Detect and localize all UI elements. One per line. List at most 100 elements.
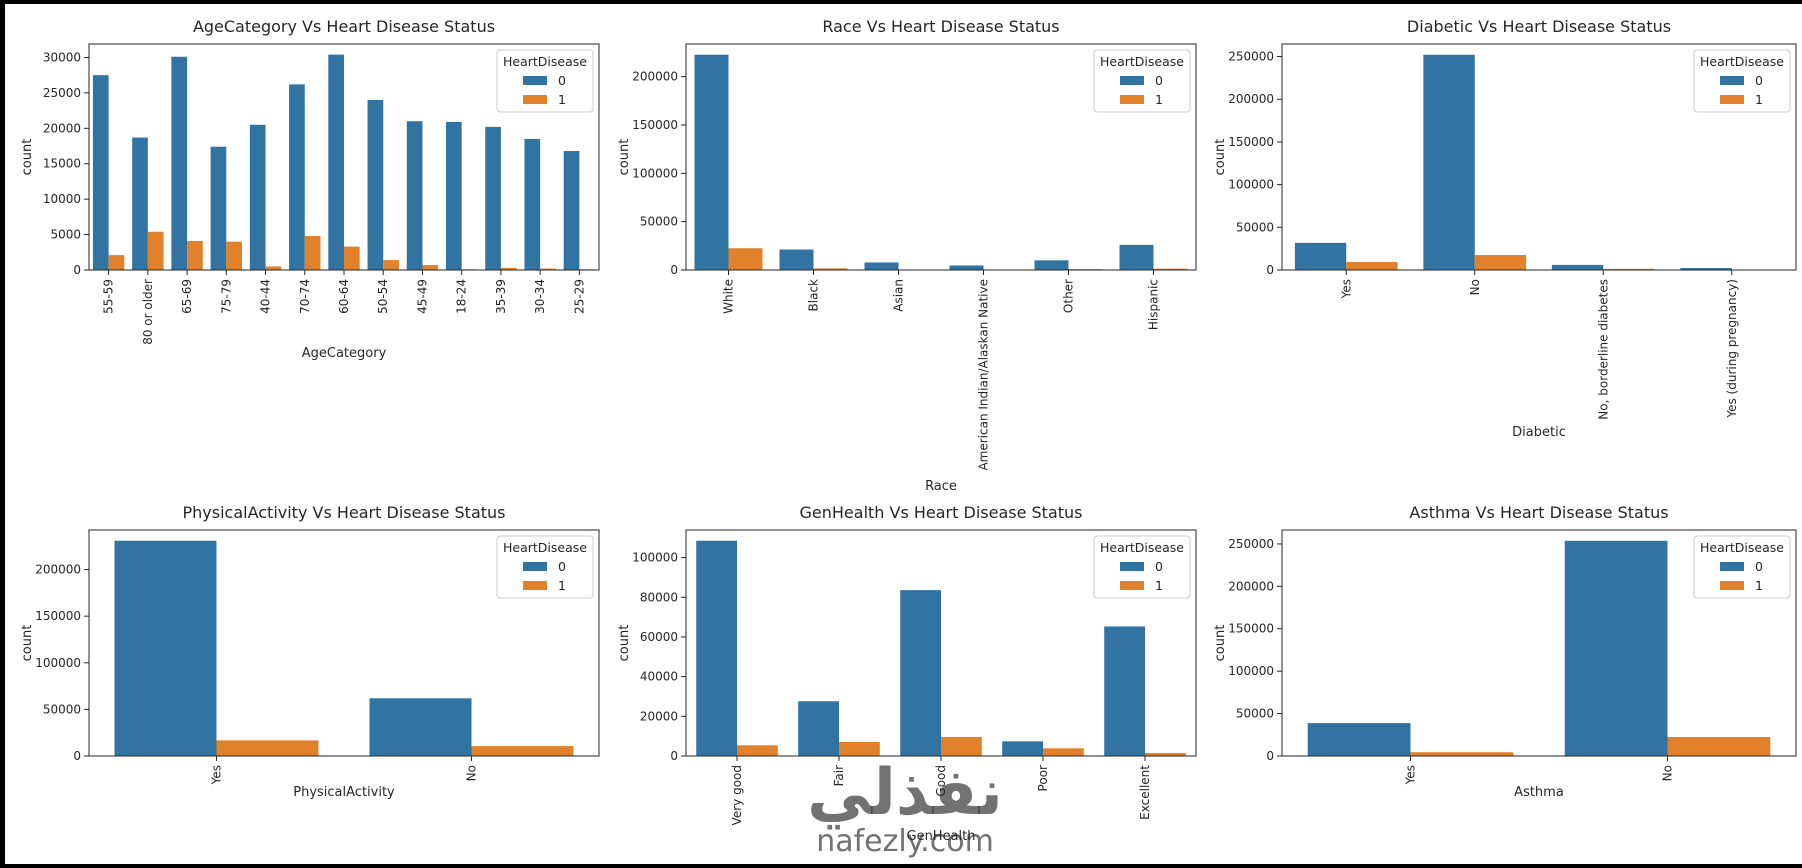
y-tick-label: 10000 xyxy=(43,192,81,206)
x-tick-label: 55-59 xyxy=(102,279,116,314)
y-tick-label: 40000 xyxy=(640,670,678,684)
legend-label-1: 1 xyxy=(1155,92,1163,107)
y-tick-label: 30000 xyxy=(43,50,81,64)
legend-title: HeartDisease xyxy=(1100,540,1184,555)
bar-series0-35-39 xyxy=(485,127,501,270)
bar-series1-poor xyxy=(1043,748,1084,756)
bar-series0-no xyxy=(370,698,472,756)
bar-series1-75-79 xyxy=(226,242,242,270)
y-tick-label: 200000 xyxy=(1228,92,1274,106)
bar-series0-no xyxy=(1423,55,1474,270)
y-axis-label: count xyxy=(1213,625,1228,662)
figure-svg: AgeCategory Vs Heart Disease Status05000… xyxy=(5,4,1802,864)
chart-2: Race Vs Heart Disease Status050000100000… xyxy=(617,17,1196,494)
x-tick-label: American Indian/Alaskan Native xyxy=(977,279,991,471)
bar-series0-black xyxy=(780,250,814,270)
x-tick-label: Excellent xyxy=(1138,765,1152,820)
bar-series1-white xyxy=(729,248,763,270)
legend-swatch-1 xyxy=(1720,95,1744,104)
bar-series0-good xyxy=(900,590,941,756)
bar-series1-70-74 xyxy=(305,236,321,270)
bar-series1-no xyxy=(472,746,574,756)
legend-label-0: 0 xyxy=(558,73,566,88)
chart-title: GenHealth Vs Heart Disease Status xyxy=(800,503,1083,522)
chart-title: Race Vs Heart Disease Status xyxy=(822,17,1059,36)
legend-title: HeartDisease xyxy=(503,540,587,555)
x-tick-label: Poor xyxy=(1036,765,1050,791)
bar-series0-asian xyxy=(865,262,899,270)
y-tick-label: 100000 xyxy=(632,551,678,565)
x-tick-label: No xyxy=(1661,765,1675,781)
chart-3: Diabetic Vs Heart Disease Status05000010… xyxy=(1213,17,1796,440)
x-tick-label: Other xyxy=(1062,279,1076,313)
x-axis-label: Race xyxy=(925,479,957,494)
y-axis-label: count xyxy=(20,625,35,662)
legend-label-1: 1 xyxy=(1755,578,1763,593)
y-tick-label: 80000 xyxy=(640,590,678,604)
bar-series1-no xyxy=(1475,255,1526,270)
x-tick-label: Fair xyxy=(832,765,846,786)
x-tick-label: Yes xyxy=(1339,279,1353,299)
bar-series0-45-49 xyxy=(407,121,423,270)
bar-series0-excellent xyxy=(1104,626,1145,756)
bar-series1-40-44 xyxy=(266,266,282,270)
x-tick-label: No xyxy=(465,765,479,781)
chart-title: Asthma Vs Heart Disease Status xyxy=(1409,503,1668,522)
legend-swatch-0 xyxy=(1720,76,1744,85)
x-tick-label: Hispanic xyxy=(1147,279,1161,330)
y-tick-label: 50000 xyxy=(43,702,81,716)
x-tick-label: Very good xyxy=(730,765,744,825)
bar-series1-good xyxy=(941,737,982,756)
y-tick-label: 150000 xyxy=(632,118,678,132)
bar-series0-30-34 xyxy=(524,139,540,270)
x-tick-label: 50-54 xyxy=(376,279,390,314)
x-tick-label: Black xyxy=(807,279,821,312)
bar-series1-yes xyxy=(1411,752,1514,756)
legend-swatch-0 xyxy=(523,76,547,85)
x-tick-label: 30-34 xyxy=(533,279,547,314)
x-tick-label: 60-64 xyxy=(337,279,351,314)
y-axis-label: count xyxy=(617,625,632,662)
y-tick-label: 0 xyxy=(1266,749,1274,763)
legend-swatch-0 xyxy=(1120,562,1144,571)
x-tick-label: White xyxy=(722,279,736,314)
x-tick-label: 75-79 xyxy=(219,279,233,314)
bar-series0-white xyxy=(695,55,729,270)
bar-series0-hispanic xyxy=(1120,245,1154,270)
legend-label-1: 1 xyxy=(1155,578,1163,593)
legend-label-0: 0 xyxy=(1755,559,1763,574)
y-tick-label: 0 xyxy=(1266,263,1274,277)
x-tick-label: No xyxy=(1468,279,1482,295)
chart-5: GenHealth Vs Heart Disease Status0200004… xyxy=(617,503,1196,844)
y-tick-label: 200000 xyxy=(1228,579,1274,593)
bar-series0-40-44 xyxy=(250,125,266,270)
bar-series0-18-24 xyxy=(446,122,462,270)
y-tick-label: 15000 xyxy=(43,157,81,171)
y-tick-label: 100000 xyxy=(1228,178,1274,192)
bar-series1-50-54 xyxy=(383,260,399,270)
x-axis-label: AgeCategory xyxy=(302,346,387,361)
bar-series0-70-74 xyxy=(289,84,305,270)
legend-title: HeartDisease xyxy=(1100,54,1184,69)
y-tick-label: 200000 xyxy=(632,70,678,84)
bar-series0-very-good xyxy=(696,541,737,756)
legend-swatch-0 xyxy=(523,562,547,571)
chart-title: Diabetic Vs Heart Disease Status xyxy=(1407,17,1671,36)
chart-4: PhysicalActivity Vs Heart Disease Status… xyxy=(20,503,599,800)
bar-series1-yes xyxy=(217,740,319,756)
legend-label-0: 0 xyxy=(1755,73,1763,88)
x-tick-label: 45-49 xyxy=(415,279,429,314)
bar-series1-yes xyxy=(1346,262,1397,270)
y-tick-label: 0 xyxy=(670,263,678,277)
legend-swatch-1 xyxy=(523,95,547,104)
y-tick-label: 60000 xyxy=(640,630,678,644)
bar-series1-fair xyxy=(839,742,880,756)
legend-label-1: 1 xyxy=(558,92,566,107)
x-tick-label: 70-74 xyxy=(298,279,312,314)
x-tick-label: Yes xyxy=(1404,765,1418,785)
y-tick-label: 5000 xyxy=(50,228,81,242)
bar-series0-no xyxy=(1565,541,1668,756)
y-tick-label: 50000 xyxy=(640,215,678,229)
